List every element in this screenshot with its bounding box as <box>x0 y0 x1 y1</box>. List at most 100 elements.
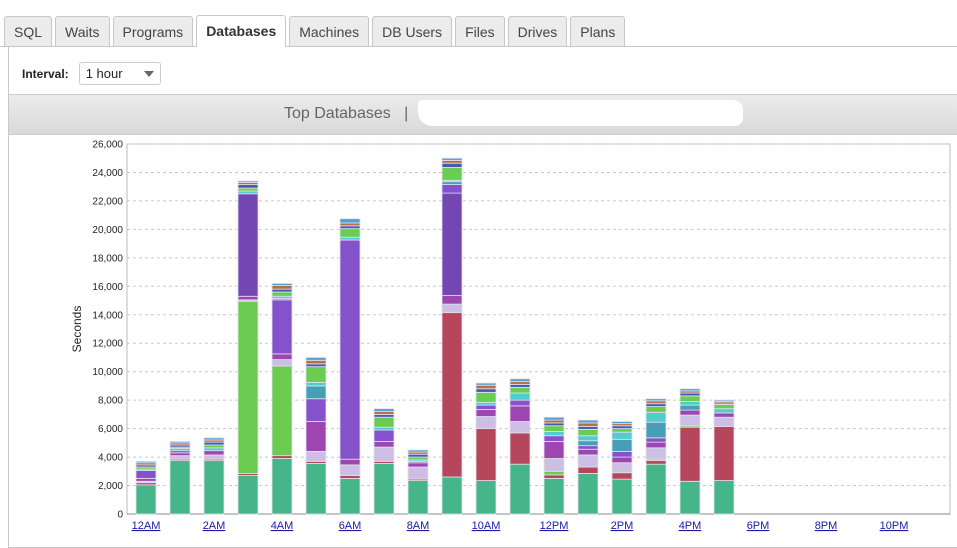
bar-segment <box>339 218 361 224</box>
bar-segment <box>509 463 531 515</box>
bar-segment <box>305 398 327 422</box>
bar-segment <box>407 449 429 453</box>
bar-segment <box>577 419 599 424</box>
bar-segment <box>543 431 565 437</box>
bar-segment <box>679 414 701 427</box>
x-tick-label[interactable]: 10PM <box>880 520 909 532</box>
bar-segment <box>713 426 735 481</box>
tab-waits[interactable]: Waits <box>55 16 110 46</box>
bar-segment <box>645 463 667 515</box>
bar-segment <box>271 458 293 515</box>
bar-segment <box>203 454 225 460</box>
tab-bar: SQL Waits Programs Databases Machines DB User… <box>4 15 626 47</box>
bar-segment <box>475 391 497 403</box>
bar-segment <box>577 435 599 442</box>
x-tick-label[interactable]: 6PM <box>747 520 770 532</box>
x-tick-label[interactable]: 8PM <box>815 520 838 532</box>
bar-segment <box>271 359 293 367</box>
bar-segment <box>543 470 565 476</box>
bar-segment <box>339 475 361 479</box>
bar-segment <box>135 484 157 515</box>
bar-segment <box>203 460 225 515</box>
x-tick-label[interactable]: 4PM <box>679 520 702 532</box>
bar-segment <box>509 384 531 388</box>
chevron-down-icon <box>143 70 154 77</box>
bar-segment <box>679 395 701 402</box>
bar-segment <box>645 441 667 449</box>
bar-segment <box>339 464 361 476</box>
bar-segment <box>305 363 327 368</box>
bar-segment <box>441 312 463 478</box>
bar-segment <box>373 416 395 428</box>
bar-segment <box>271 455 293 459</box>
bar-segment <box>577 426 599 430</box>
x-tick-label[interactable]: 8AM <box>407 520 430 532</box>
bar-segment <box>441 295 463 305</box>
bar-segment <box>373 446 395 462</box>
bar-segment <box>577 454 599 468</box>
tab-plans[interactable]: Plans <box>570 16 626 46</box>
bar-segment <box>543 419 565 424</box>
bar-segment <box>203 437 225 441</box>
bar-segment <box>339 458 361 466</box>
bar-segment <box>645 447 667 460</box>
x-tick-label[interactable]: 2PM <box>611 520 634 532</box>
bar-segment <box>713 408 735 414</box>
redacted-server-name <box>418 100 743 126</box>
x-tick-label[interactable]: 2AM <box>203 520 226 532</box>
bar-segment <box>237 180 259 183</box>
tab-db-users[interactable]: DB Users <box>372 16 453 46</box>
bar-segment <box>611 425 633 430</box>
bar-segment <box>509 378 531 383</box>
bar-segment <box>645 411 667 423</box>
x-tick-label[interactable]: 10AM <box>472 520 501 532</box>
bar-segment <box>713 404 735 410</box>
x-tick-label[interactable]: 4AM <box>271 520 294 532</box>
bar-segment <box>509 392 531 401</box>
bar-segment <box>475 416 497 430</box>
x-tick-label[interactable]: 12PM <box>540 520 569 532</box>
tab-files[interactable]: Files <box>455 16 505 46</box>
bar-segment <box>373 441 395 448</box>
bar-segment <box>339 222 361 227</box>
bar-segment <box>373 426 395 431</box>
tab-sql[interactable]: SQL <box>4 16 53 46</box>
bar-segment <box>679 426 701 482</box>
bar-segment <box>679 388 701 392</box>
bar-segment <box>305 463 327 515</box>
bar-segment <box>611 421 633 425</box>
bar-segment <box>305 359 327 365</box>
bar-segment <box>509 381 531 385</box>
bar-segment <box>373 429 395 442</box>
bar-segment <box>271 353 293 360</box>
bar-segment <box>271 299 293 355</box>
bar-segment <box>407 456 429 461</box>
bar-segment <box>611 456 633 464</box>
tab-machines[interactable]: Machines <box>289 16 370 46</box>
interval-select[interactable]: 1 hour <box>78 62 161 85</box>
bar-segment <box>271 288 293 293</box>
bar-segment <box>441 184 463 194</box>
bar-segment <box>543 435 565 442</box>
bar-segment <box>577 422 599 427</box>
tab-drives[interactable]: Drives <box>507 16 568 46</box>
bar-segment <box>475 388 497 393</box>
bar-segment <box>305 450 327 462</box>
bar-segment <box>475 401 497 406</box>
bar-segment <box>305 421 327 452</box>
tab-programs[interactable]: Programs <box>112 16 194 46</box>
y-tick-label: 26,000 <box>92 140 123 151</box>
bar-segment <box>271 291 293 297</box>
bar-segment <box>203 444 225 449</box>
x-tick-label[interactable]: 6AM <box>339 520 362 532</box>
bar-segment <box>543 458 565 472</box>
bar-segment <box>509 399 531 407</box>
y-tick-label: 10,000 <box>92 367 123 378</box>
bar-segment <box>305 357 327 361</box>
bar-segment <box>475 428 497 481</box>
x-tick-label[interactable]: 12AM <box>132 520 161 532</box>
bar-segment <box>611 428 633 433</box>
bar-segment <box>611 450 633 458</box>
tab-databases[interactable]: Databases <box>196 15 287 47</box>
